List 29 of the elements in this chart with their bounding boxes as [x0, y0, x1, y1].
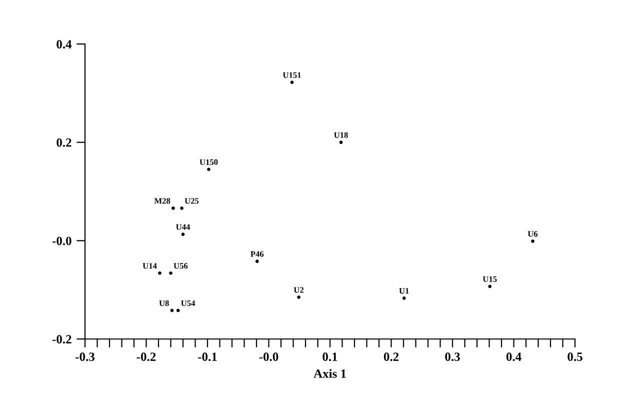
y-tick-label: -0.0 — [52, 236, 72, 246]
data-label: U56 — [174, 263, 188, 269]
data-label: U150 — [200, 159, 218, 165]
data-label: U44 — [176, 224, 190, 230]
y-tick-label: 0.2 — [56, 138, 72, 147]
data-label: M28 — [154, 198, 170, 204]
x-axis-title: Axis 1 — [314, 369, 346, 378]
data-label: U1 — [399, 288, 409, 294]
x-tick-label: -0.2 — [136, 352, 156, 362]
x-tick-label: -0.0 — [259, 352, 278, 362]
x-tick-label: 0.1 — [322, 352, 338, 362]
data-label: U2 — [294, 287, 304, 293]
data-label: U25 — [184, 198, 199, 204]
x-tick-label: 0.2 — [384, 352, 399, 362]
data-label: U15 — [482, 276, 497, 282]
data-label: P46 — [250, 251, 264, 257]
x-tick-label: 0.4 — [506, 352, 522, 362]
data-label: U54 — [181, 300, 196, 306]
y-tick-label: -0.2 — [52, 335, 72, 344]
data-label: U14 — [142, 263, 157, 269]
x-tick-label: -0.3 — [76, 352, 94, 362]
data-label: U8 — [159, 300, 169, 306]
data-label: U18 — [334, 132, 348, 138]
x-tick-label: 0.5 — [568, 352, 582, 362]
data-label: U151 — [282, 72, 301, 78]
data-label: U6 — [528, 231, 538, 237]
y-tick-label: 0.4 — [56, 40, 72, 49]
x-tick-label: 0.3 — [445, 352, 460, 362]
x-tick-label: -0.1 — [198, 352, 217, 362]
